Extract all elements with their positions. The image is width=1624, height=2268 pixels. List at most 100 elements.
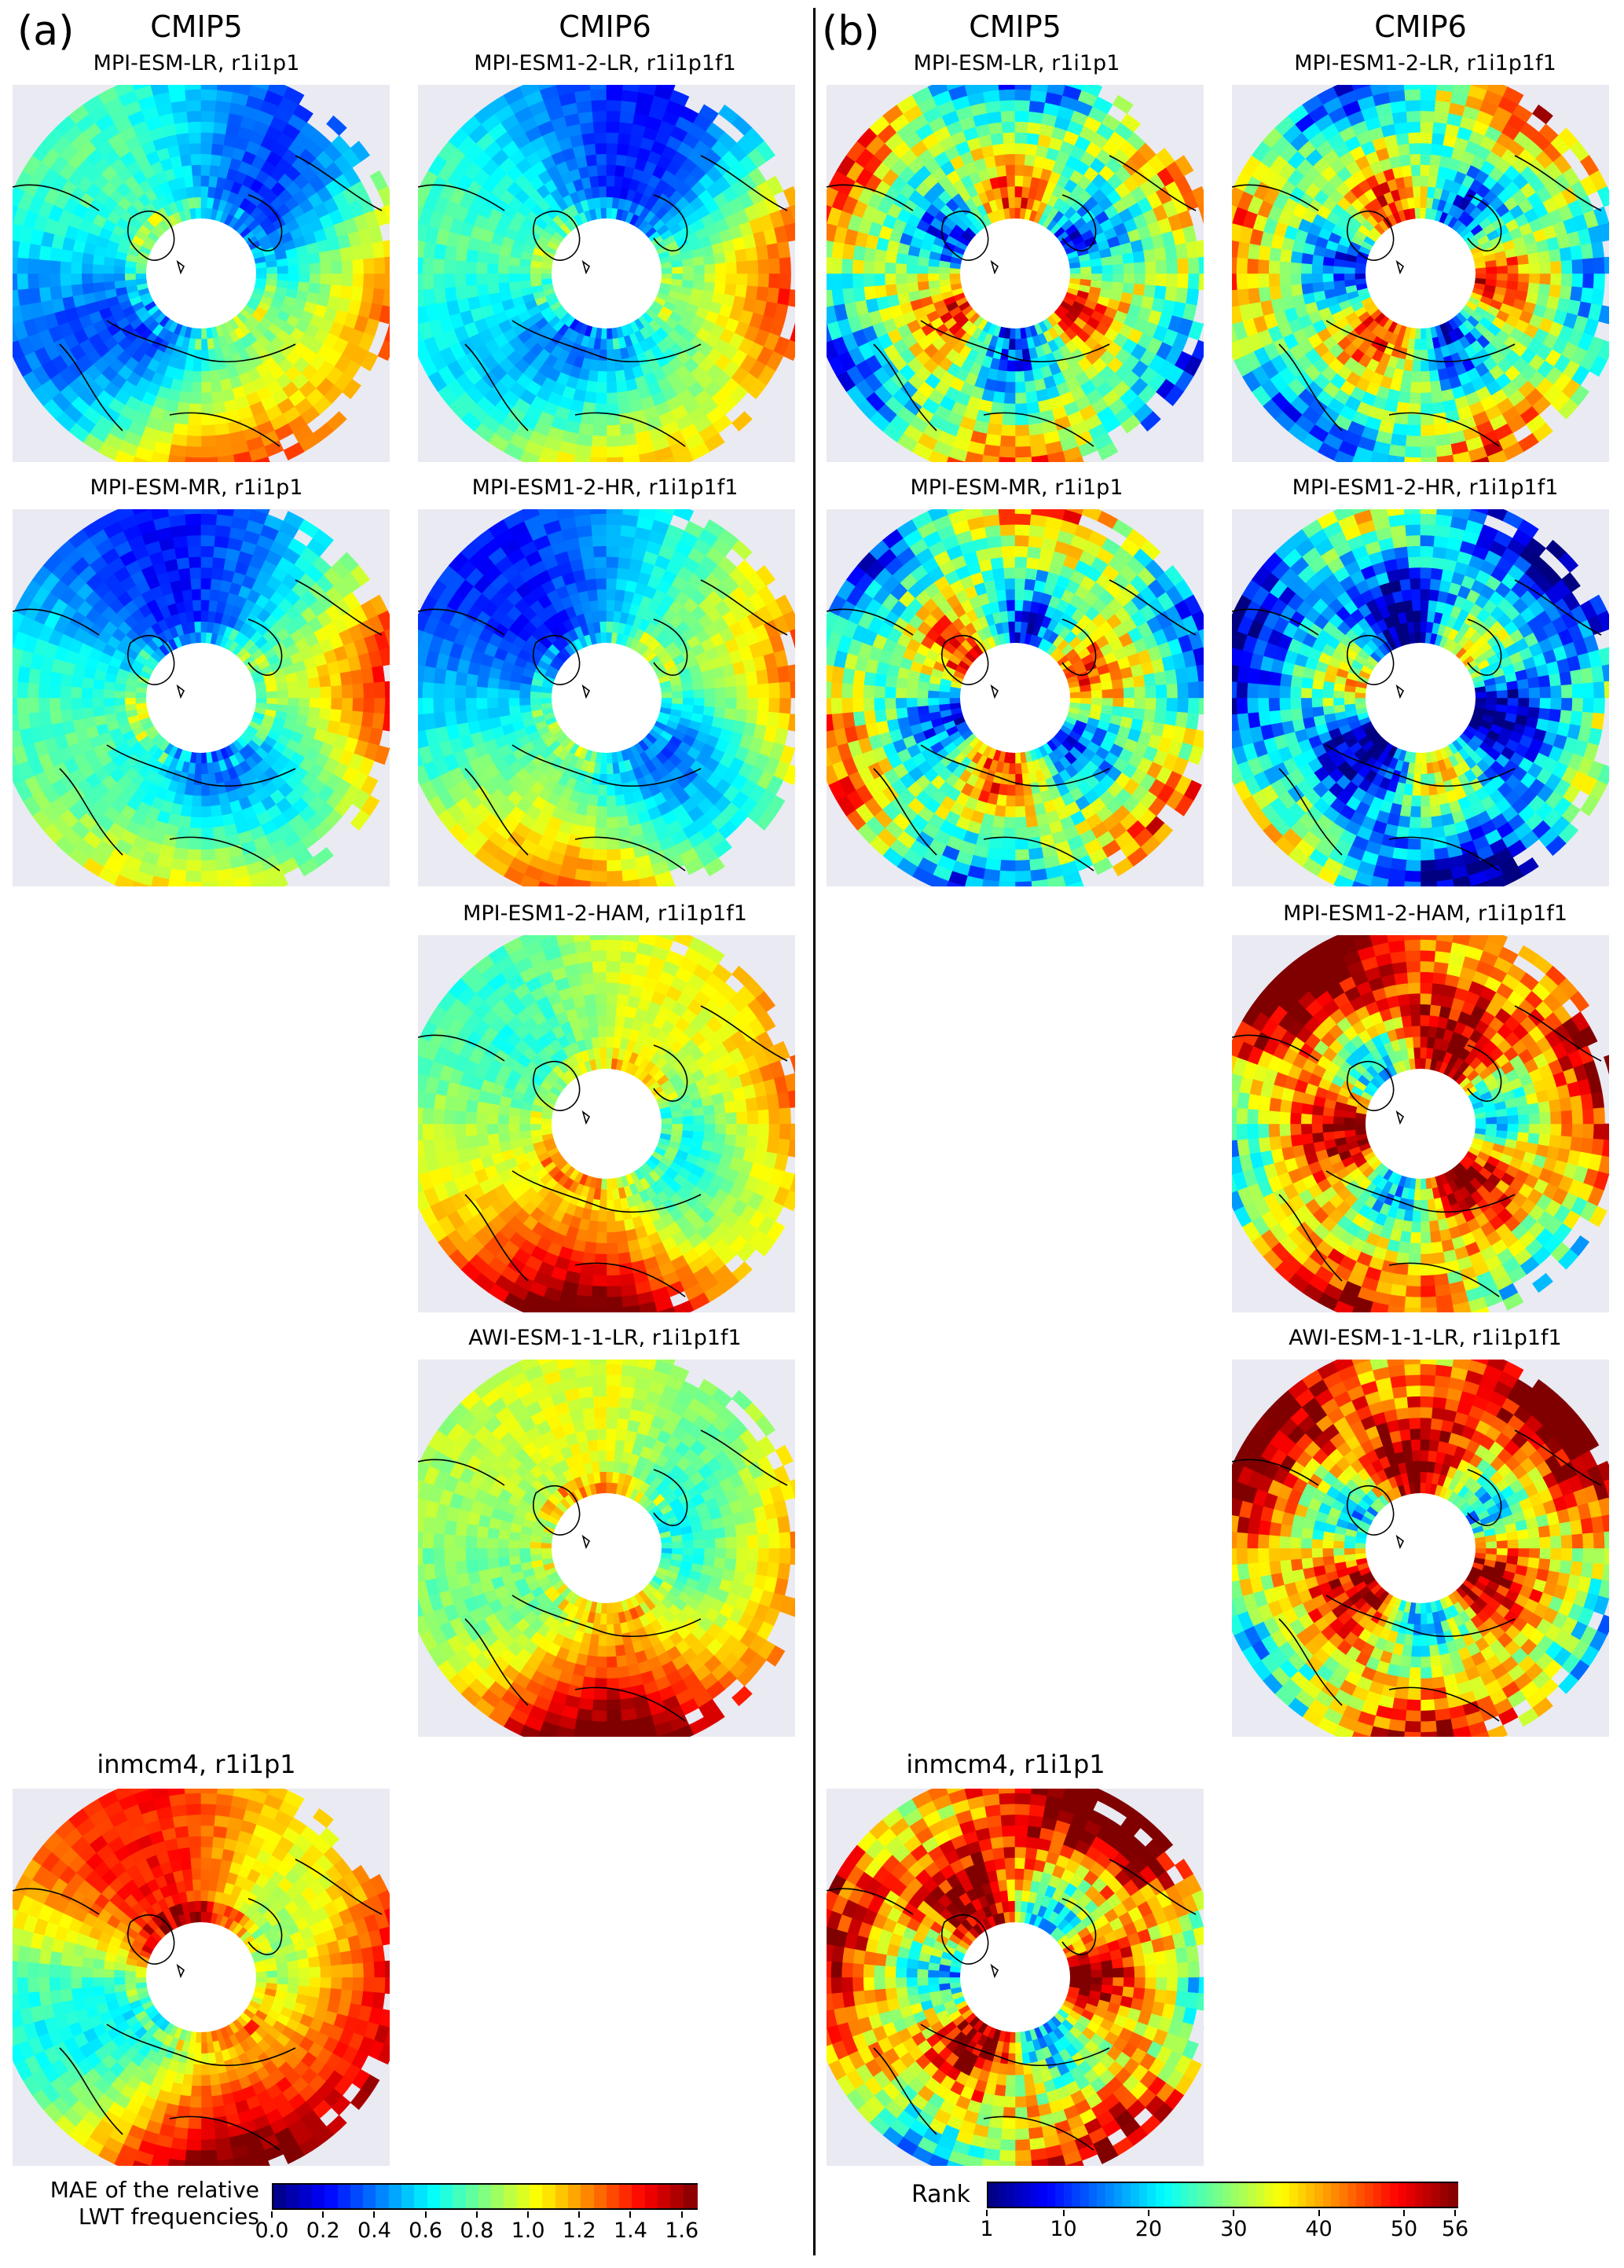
map-cell [363, 697, 376, 714]
map-cell [595, 993, 607, 1005]
map-cell [13, 323, 19, 343]
map-cell [682, 697, 695, 706]
map-cell [92, 697, 104, 708]
map-cell [418, 1155, 429, 1175]
map-cell [189, 392, 202, 405]
map-cell [596, 806, 607, 818]
map-cell [71, 674, 84, 688]
panel-b-label: (b) [822, 8, 880, 55]
map-cell [746, 684, 759, 699]
coastline [247, 194, 283, 251]
map-cell [132, 509, 152, 516]
map-cell [704, 1123, 716, 1134]
map-cell [745, 710, 759, 725]
map-cell [589, 85, 607, 90]
map-cell [422, 1107, 434, 1125]
map-cell [418, 697, 423, 715]
map-cell [497, 273, 509, 284]
map-cell [497, 281, 511, 293]
map-cell [735, 1135, 748, 1149]
map-cell [592, 545, 607, 558]
map-cell [755, 141, 776, 163]
map-cell [614, 369, 626, 383]
map-cell [38, 697, 50, 713]
map-cell [329, 709, 343, 723]
map-cell [200, 513, 218, 526]
map-cell [476, 250, 489, 264]
map-cell [577, 847, 594, 861]
map-cell [497, 1123, 509, 1134]
map-cell [614, 1220, 626, 1233]
map-cell [350, 669, 364, 685]
map-cell [363, 273, 376, 289]
map-cell [432, 273, 445, 289]
map-cell [433, 243, 447, 260]
map-cell [200, 142, 213, 155]
map-cell [724, 674, 737, 688]
map-cell [195, 207, 202, 219]
map-cell [454, 1097, 468, 1112]
map-cell [418, 1140, 426, 1158]
map-cell [192, 610, 202, 622]
map-title: MPI-ESM1-2-HAM, r1i1p1f1 [463, 901, 747, 926]
map-cell [233, 451, 252, 462]
map-cell [598, 1036, 607, 1048]
map-cell [189, 131, 202, 144]
col-header-b-cmip5: CMIP5 [969, 9, 1061, 44]
map-cell [576, 857, 593, 872]
map-cell [38, 259, 50, 274]
map-cell [476, 707, 489, 721]
map-cell [180, 578, 192, 591]
map-cell [702, 254, 716, 266]
map-cell [599, 1047, 607, 1059]
coastline [418, 184, 505, 211]
map-cell [70, 686, 82, 699]
map-cell [746, 1110, 759, 1125]
map-cell [200, 599, 211, 611]
map-cell [606, 1210, 616, 1223]
map-cell [592, 1275, 607, 1287]
coastline [295, 579, 383, 636]
coastline [464, 768, 529, 856]
map-cell [606, 534, 621, 547]
map-cell [200, 860, 217, 872]
map-cell [714, 687, 727, 699]
map-cell [616, 993, 630, 1007]
coastline [532, 634, 581, 685]
map-cell [725, 262, 738, 274]
coastline [653, 618, 688, 676]
map-cell [606, 610, 615, 622]
map-cell [756, 1095, 769, 1111]
map-cell [755, 809, 776, 831]
map-cell [577, 423, 594, 436]
map-cell [606, 1015, 617, 1026]
map-cell [702, 1104, 716, 1116]
map-cell [731, 411, 753, 432]
map-cell [585, 153, 598, 167]
map-cell [384, 256, 390, 274]
map-cell [189, 556, 202, 568]
map-cell [418, 747, 424, 767]
map-cell [60, 248, 73, 262]
map-cell [92, 273, 104, 284]
map-cell [583, 815, 597, 828]
map-cell [134, 697, 147, 704]
map-cell [418, 256, 423, 274]
map-cell [475, 697, 488, 710]
map-cell [418, 240, 426, 258]
map-cell [433, 667, 447, 684]
map-cell [724, 1100, 737, 1114]
map-cell [595, 817, 607, 829]
map-cell [756, 710, 769, 727]
map-cell [597, 174, 607, 187]
map-cell [277, 273, 289, 282]
map-title: MPI-ESM-MR, r1i1p1 [90, 475, 303, 500]
map-cell [185, 446, 202, 458]
map-cell [757, 273, 770, 288]
map-cell [102, 264, 115, 274]
map-cell [779, 273, 791, 290]
map-cell [476, 283, 489, 297]
map-cell [418, 204, 424, 224]
map-cell [81, 706, 94, 719]
map-cell [622, 1305, 640, 1312]
